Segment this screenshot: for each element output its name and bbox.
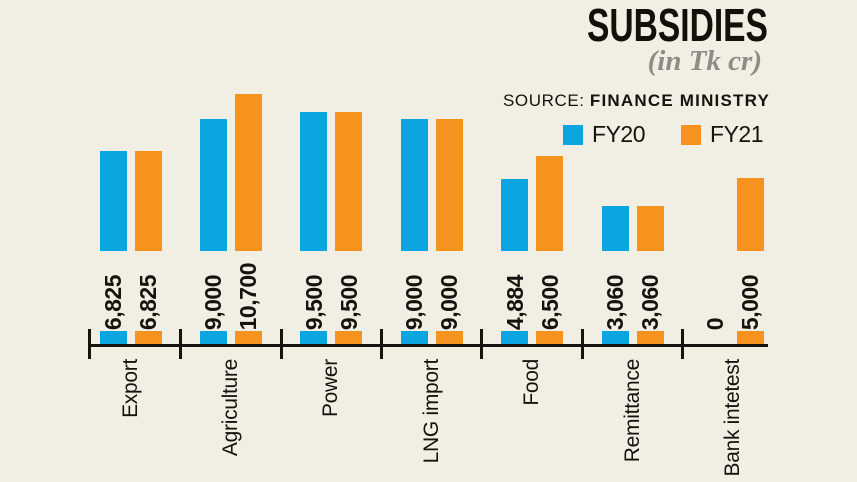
chart-title: SUBSIDIES <box>586 0 768 51</box>
bar-stub-fy20-4 <box>501 331 529 344</box>
bar-stub-fy21-2 <box>335 331 363 344</box>
legend: FY20 FY21 <box>563 121 763 148</box>
source-name: FINANCE MINISTRY <box>589 91 770 110</box>
value-label-fy21-6: 5,000 <box>737 274 764 330</box>
source-line: SOURCE: FINANCE MINISTRY <box>503 91 770 111</box>
category-label-6: Bank intetest <box>720 359 744 477</box>
fy21-swatch-icon <box>681 124 702 145</box>
bar-stub-fy20-2 <box>300 331 328 344</box>
bar-stub-fy20-3 <box>400 331 428 344</box>
fy20-legend-label: FY20 <box>592 121 646 147</box>
category-label-5: Remittance <box>620 359 644 463</box>
value-label-fy20-4: 4,884 <box>501 274 528 330</box>
fy20-swatch-icon <box>563 124 584 145</box>
bar-stub-fy20-5 <box>601 331 629 344</box>
bar-fy21-5 <box>636 206 664 251</box>
value-label-fy20-3: 9,000 <box>401 274 428 330</box>
axis-tick-0 <box>88 329 91 359</box>
value-label-fy20-1: 9,000 <box>200 274 227 330</box>
bar-fy21-3 <box>435 119 463 251</box>
category-label-3: LNG import <box>419 359 443 464</box>
value-label-fy21-3: 9,000 <box>436 274 463 330</box>
axis-tick-3 <box>380 329 383 359</box>
bar-fy20-2 <box>300 111 328 251</box>
bar-stub-fy21-0 <box>134 331 162 344</box>
bar-fy20-3 <box>400 119 428 251</box>
bar-stub-fy20-1 <box>199 331 227 344</box>
value-label-fy21-5: 3,060 <box>637 274 663 330</box>
bar-stub-fy21-4 <box>536 331 564 344</box>
bar-stub-fy20-0 <box>99 331 127 344</box>
bar-fy20-4 <box>501 179 529 251</box>
x-axis-line <box>88 344 768 347</box>
value-label-fy20-0: 6,825 <box>100 274 126 330</box>
category-label-0: Export <box>118 359 142 418</box>
chart-subtitle: (in Tk cr) <box>647 45 762 77</box>
source-label: SOURCE: <box>502 91 585 110</box>
value-label-fy21-0: 6,825 <box>135 274 161 330</box>
category-label-1: Agriculture <box>218 359 242 457</box>
bar-fy21-1 <box>234 94 262 251</box>
axis-tick-6 <box>681 329 685 359</box>
bar-fy21-0 <box>134 151 162 251</box>
value-label-fy21-1: 10,700 <box>235 262 262 330</box>
bar-fy21-6 <box>736 177 764 251</box>
legend-item-fy20: FY20 <box>563 121 646 148</box>
bar-fy21-2 <box>335 111 363 251</box>
value-label-fy21-4: 6,500 <box>536 274 563 330</box>
bar-fy20-0 <box>99 151 127 251</box>
axis-tick-4 <box>480 329 484 359</box>
axis-tick-1 <box>179 329 183 359</box>
bar-fy20-1 <box>199 119 227 251</box>
bar-stub-fy21-3 <box>435 331 463 344</box>
fy21-legend-label: FY21 <box>710 121 763 147</box>
category-label-2: Power <box>319 359 343 418</box>
legend-item-fy21: FY21 <box>681 121 763 148</box>
bar-fy20-5 <box>601 206 629 251</box>
bar-stub-fy21-1 <box>234 331 262 344</box>
value-label-fy20-5: 3,060 <box>602 274 628 330</box>
bar-stub-fy21-5 <box>636 331 664 344</box>
value-label-fy21-2: 9,500 <box>335 274 362 330</box>
value-label-fy20-6: 0 <box>702 317 729 330</box>
axis-tick-5 <box>580 329 584 359</box>
bar-stub-fy21-6 <box>736 331 764 344</box>
bar-fy21-4 <box>536 155 564 251</box>
axis-tick-2 <box>279 329 283 359</box>
category-label-4: Food <box>520 359 544 406</box>
value-label-fy20-2: 9,500 <box>300 274 327 330</box>
